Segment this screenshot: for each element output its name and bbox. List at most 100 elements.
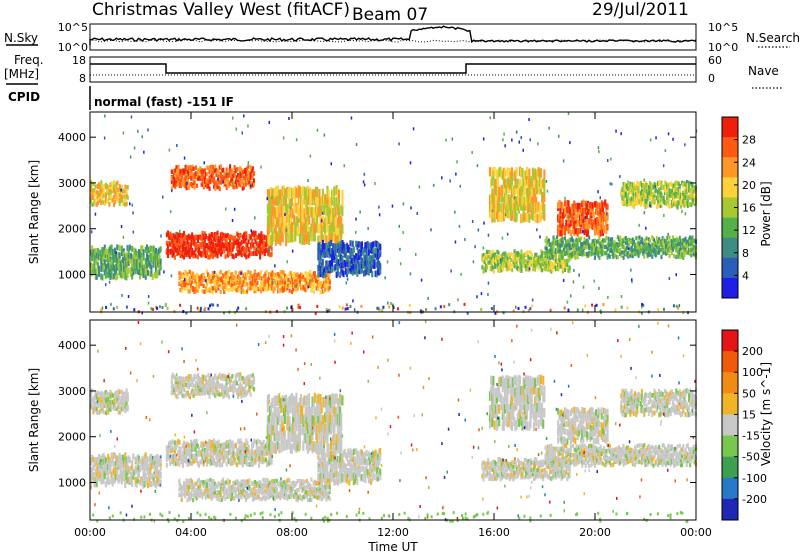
echo-cell (669, 244, 672, 249)
echo-cell (108, 479, 111, 486)
echo-cell (115, 195, 118, 200)
scatter-cell (163, 270, 165, 274)
echo-cell (252, 242, 255, 248)
echo-cell (239, 232, 242, 238)
echo-cell (659, 199, 662, 204)
echo-cell (590, 247, 593, 252)
echo-cell (253, 232, 256, 237)
echo-cell (176, 238, 179, 243)
echo-cell (238, 288, 241, 293)
echo-cell (531, 179, 534, 189)
echo-cell (327, 286, 330, 291)
echo-cell (512, 256, 515, 261)
echo-cell (328, 248, 331, 255)
echo-cell (667, 198, 670, 204)
echo-cell (126, 477, 129, 484)
echo-cell (554, 248, 557, 253)
echo-cell (681, 197, 684, 202)
echo-cell (662, 244, 665, 249)
echo-cell (676, 253, 679, 258)
echo-cell (222, 168, 225, 173)
echo-cell (246, 272, 249, 277)
echo-cell (212, 279, 215, 284)
echo-cell (224, 254, 227, 259)
echo-cell (90, 392, 93, 398)
echo-cell (650, 247, 653, 252)
scatter-cell (268, 120, 270, 124)
echo-cell (126, 456, 129, 463)
echo-cell (682, 190, 685, 196)
echo-cell (119, 198, 122, 204)
echo-cell (106, 477, 109, 484)
echo-cell (237, 233, 240, 238)
scatter-cell (619, 175, 621, 179)
scatter-cell (415, 253, 417, 256)
echo-cell (208, 274, 211, 279)
scatter-cell (289, 206, 292, 210)
echo-cell (524, 196, 527, 206)
echo-cell (310, 207, 313, 218)
echo-cell (217, 277, 220, 282)
echo-cell (525, 267, 528, 272)
echo-cell (249, 172, 252, 177)
echo-cell (217, 175, 220, 180)
echo-cell (103, 403, 106, 409)
echo-cell (107, 190, 110, 196)
echo-cell (210, 232, 213, 237)
echo-cell (126, 272, 129, 279)
echo-cell (652, 199, 655, 205)
echo-cell (501, 193, 504, 203)
echo-cell (569, 220, 572, 227)
echo-cell (279, 275, 282, 280)
echo-cell (258, 273, 261, 278)
echo-cell (179, 238, 182, 244)
echo-cell (126, 392, 129, 397)
echo-cell (559, 215, 562, 222)
echo-cell (539, 179, 542, 189)
echo-cell (496, 249, 499, 254)
echo-cell (229, 172, 232, 177)
echo-cell (229, 164, 232, 169)
echo-cell (311, 189, 314, 200)
near-range-cell (212, 303, 215, 307)
echo-cell (203, 277, 206, 282)
echo-cell (679, 246, 682, 251)
echo-cell (339, 271, 342, 278)
echo-cell (545, 236, 548, 241)
echo-cell (93, 481, 96, 488)
echo-cell (145, 268, 148, 275)
echo-cell (194, 447, 197, 452)
echo-cell (604, 245, 607, 250)
echo-cell (125, 478, 128, 484)
echo-cell (490, 178, 493, 188)
echo-cell (534, 267, 537, 272)
echo-cell (255, 247, 258, 253)
echo-cell (271, 206, 274, 217)
echo-cell (110, 263, 113, 270)
echo-cell (557, 224, 560, 232)
echo-cell (527, 203, 530, 213)
echo-cell (195, 438, 198, 444)
echo-cell (111, 400, 114, 405)
echo-cell (519, 186, 522, 197)
echo-cell (635, 200, 638, 205)
echo-cell (165, 462, 168, 468)
echo-cell (193, 172, 196, 177)
echo-cell (98, 467, 101, 474)
scatter-cell (667, 232, 669, 236)
echo-cell (576, 219, 579, 227)
echo-cell (177, 232, 180, 238)
echo-cell (327, 245, 330, 252)
echo-cell (591, 209, 594, 217)
echo-cell (210, 288, 213, 293)
echo-cell (179, 446, 182, 452)
echo-cell (113, 266, 116, 273)
echo-cell (201, 289, 204, 294)
echo-cell (137, 472, 140, 479)
echo-cell (567, 240, 570, 245)
echo-cell (217, 248, 220, 254)
echo-cell (514, 196, 517, 206)
echo-cell (599, 217, 602, 224)
echo-cell (542, 178, 545, 188)
echo-cell (178, 462, 181, 467)
